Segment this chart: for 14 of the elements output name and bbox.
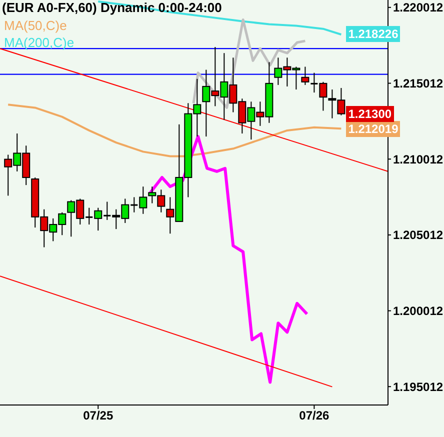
text: 1.21300 <box>348 106 392 121</box>
y-tick-label: 1.210012 <box>393 152 444 166</box>
candlestick <box>301 66 310 86</box>
y-tick-label: 1.195012 <box>393 380 444 394</box>
y-tick-label: 1.200012 <box>393 304 444 318</box>
x-tick-label: 07/26 <box>299 408 330 423</box>
data-label: 1.212019 <box>346 120 400 137</box>
x-tick-label: 07/25 <box>83 408 114 423</box>
y-tick-label: 1.215012 <box>393 76 444 91</box>
data-label: 1.218226 <box>346 26 400 42</box>
y-tick-label: 1.220012 <box>393 0 444 15</box>
text: MA(50,C)e <box>4 17 68 34</box>
y-tick-label: 1.205012 <box>393 228 444 242</box>
text: MA(200,C)e <box>4 34 74 51</box>
